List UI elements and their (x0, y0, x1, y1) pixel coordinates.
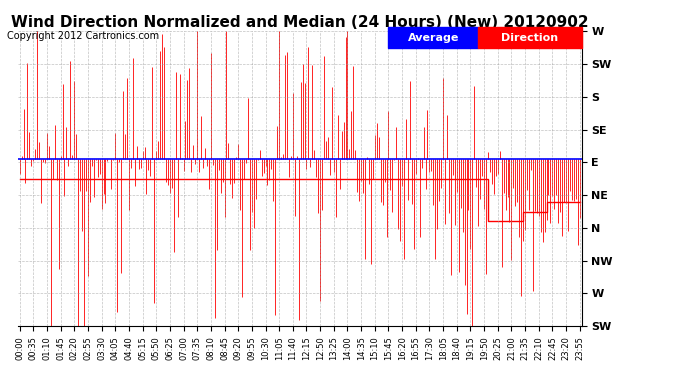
Text: Average: Average (408, 33, 459, 43)
Title: Wind Direction Normalized and Median (24 Hours) (New) 20120902: Wind Direction Normalized and Median (24… (11, 15, 589, 30)
Text: Direction: Direction (502, 33, 558, 43)
Text: Copyright 2012 Cartronics.com: Copyright 2012 Cartronics.com (7, 32, 159, 41)
